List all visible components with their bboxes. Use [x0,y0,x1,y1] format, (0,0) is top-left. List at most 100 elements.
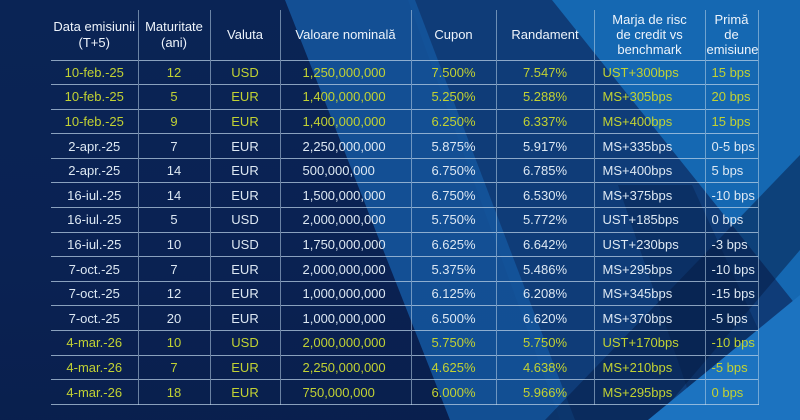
cell-issue-date: 7-oct.-25 [51,256,139,282]
cell-issue-premium: -10 bps [705,330,759,356]
cell-coupon: 6.125% [411,280,497,306]
table-row: 10-feb.-25 9 EUR 1,400,000,000 6.250% 6.337% M… [51,108,759,134]
cell-issue-premium: -10 bps [705,256,759,282]
cell-issue-premium: 15 bps [705,108,759,134]
cell-issue-premium: -15 bps [705,280,759,306]
cell-coupon: 6.625% [411,231,497,257]
cell-nominal-value: 1,000,000,000 [280,280,412,306]
cell-credit-spread: MS+400bps [594,157,706,183]
cell-yield: 5.917% [496,133,595,159]
table-row: 2-apr.-25 14 EUR 500,000,000 6.750% 6.785% MS+… [51,157,759,183]
table-row: 4-mar.-26 18 EUR 750,000,000 6.000% 5.966% MS+… [51,379,759,405]
cell-credit-spread: MS+375bps [594,182,706,208]
bond-issuance-table: Data emisiunii (T+5) Maturitate (ani) Va… [51,10,759,405]
cell-nominal-value: 1,400,000,000 [280,108,412,134]
cell-yield: 6.785% [496,157,595,183]
cell-issue-date: 2-apr.-25 [51,157,139,183]
header-row: Data emisiunii (T+5) Maturitate (ani) Va… [51,10,759,60]
cell-yield: 6.337% [496,108,595,134]
cell-currency: EUR [210,182,281,208]
table-row: 7-oct.-25 20 EUR 1,000,000,000 6.500% 6.620% M… [51,305,759,331]
cell-issue-date: 10-feb.-25 [51,59,139,85]
cell-issue-premium: -5 bps [705,354,759,380]
cell-coupon: 5.375% [411,256,497,282]
cell-yield: 5.288% [496,84,595,110]
cell-currency: EUR [210,133,281,159]
cell-maturity: 20 [138,305,211,331]
cell-currency: EUR [210,305,281,331]
cell-nominal-value: 1,750,000,000 [280,231,412,257]
cell-coupon: 5.875% [411,133,497,159]
cell-maturity: 14 [138,182,211,208]
table-row: 10-feb.-25 5 EUR 1,400,000,000 5.250% 5.288% M… [51,84,759,110]
cell-credit-spread: UST+300bps [594,59,706,85]
cell-issue-date: 16-iul.-25 [51,231,139,257]
cell-maturity: 12 [138,280,211,306]
cell-issue-premium: 5 bps [705,157,759,183]
cell-currency: EUR [210,256,281,282]
cell-credit-spread: UST+230bps [594,231,706,257]
cell-coupon: 5.750% [411,207,497,233]
cell-credit-spread: UST+170bps [594,330,706,356]
cell-issue-date: 7-oct.-25 [51,280,139,306]
table-row: 7-oct.-25 12 EUR 1,000,000,000 6.125% 6.208% M… [51,280,759,306]
cell-issue-date: 10-feb.-25 [51,108,139,134]
cell-currency: USD [210,231,281,257]
cell-yield: 5.750% [496,330,595,356]
cell-currency: USD [210,207,281,233]
cell-nominal-value: 750,000,000 [280,379,412,405]
cell-issue-premium: 15 bps [705,59,759,85]
table-row: 16-iul.-25 14 EUR 1,500,000,000 6.750% 6.530%… [51,182,759,208]
cell-issue-date: 4-mar.-26 [51,354,139,380]
cell-nominal-value: 500,000,000 [280,157,412,183]
cell-maturity: 10 [138,231,211,257]
cell-nominal-value: 1,000,000,000 [280,305,412,331]
cell-maturity: 18 [138,379,211,405]
cell-issue-premium: -5 bps [705,305,759,331]
cell-credit-spread: MS+370bps [594,305,706,331]
cell-coupon: 6.000% [411,379,497,405]
cell-coupon: 5.750% [411,330,497,356]
cell-issue-premium: 0 bps [705,207,759,233]
cell-issue-date: 7-oct.-25 [51,305,139,331]
cell-issue-date: 4-mar.-26 [51,330,139,356]
cell-nominal-value: 2,000,000,000 [280,207,412,233]
cell-nominal-value: 1,400,000,000 [280,84,412,110]
header-issue-date: Data emisiunii (T+5) [51,10,139,60]
cell-issue-premium: -3 bps [705,231,759,257]
cell-maturity: 7 [138,256,211,282]
cell-currency: EUR [210,84,281,110]
cell-credit-spread: MS+345bps [594,280,706,306]
header-nominal-value: Valoare nominală [280,10,412,60]
cell-credit-spread: MS+335bps [594,133,706,159]
cell-yield: 6.620% [496,305,595,331]
cell-yield: 6.208% [496,280,595,306]
header-coupon: Cupon [411,10,497,60]
cell-currency: EUR [210,379,281,405]
cell-yield: 4.638% [496,354,595,380]
table-row: 7-oct.-25 7 EUR 2,000,000,000 5.375% 5.486% MS… [51,256,759,282]
table-row: 4-mar.-26 10 USD 2,000,000,000 5.750% 5.750% U… [51,330,759,356]
cell-coupon: 4.625% [411,354,497,380]
cell-issue-premium: -10 bps [705,182,759,208]
cell-credit-spread: MS+305bps [594,84,706,110]
cell-coupon: 5.250% [411,84,497,110]
cell-currency: EUR [210,280,281,306]
cell-issue-premium: 0 bps [705,379,759,405]
cell-yield: 7.547% [496,59,595,85]
cell-yield: 6.530% [496,182,595,208]
cell-yield: 6.642% [496,231,595,257]
cell-credit-spread: MS+210bps [594,354,706,380]
cell-issue-date: 10-feb.-25 [51,84,139,110]
cell-credit-spread: MS+295bps [594,379,706,405]
cell-maturity: 5 [138,207,211,233]
cell-currency: EUR [210,108,281,134]
cell-coupon: 6.750% [411,157,497,183]
cell-nominal-value: 1,500,000,000 [280,182,412,208]
cell-maturity: 5 [138,84,211,110]
cell-nominal-value: 2,250,000,000 [280,133,412,159]
cell-currency: USD [210,330,281,356]
cell-issue-date: 4-mar.-26 [51,379,139,405]
cell-credit-spread: UST+185bps [594,207,706,233]
